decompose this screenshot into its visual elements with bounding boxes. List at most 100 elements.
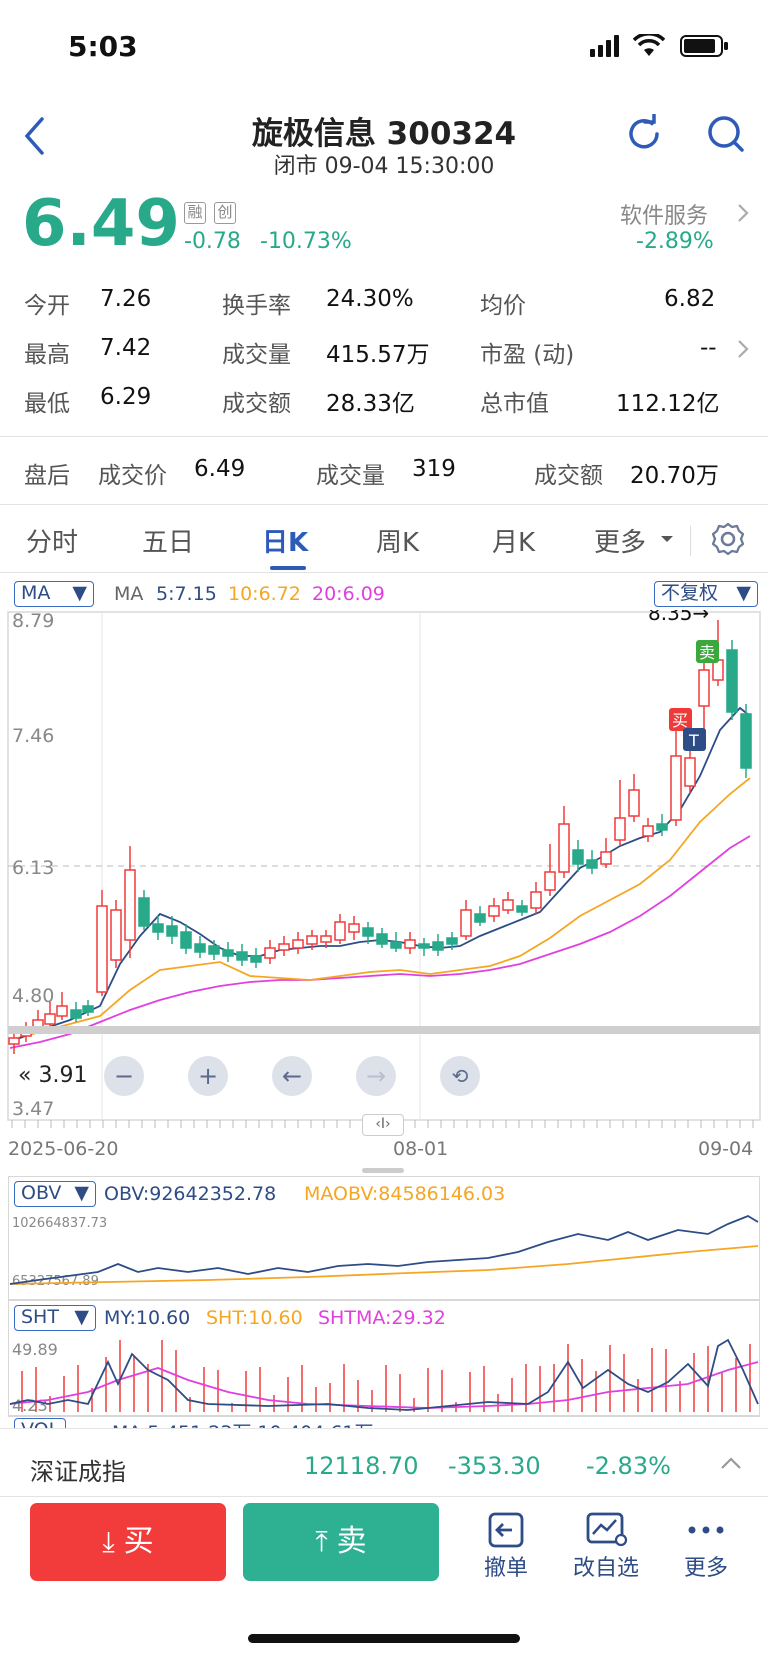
settings-icon[interactable] — [710, 521, 746, 557]
tab-daily-k[interactable]: 日K — [262, 528, 309, 558]
tab-intraday[interactable]: 分时 — [26, 528, 79, 558]
candle-body — [740, 713, 752, 769]
divider — [690, 526, 691, 556]
candle-body — [194, 943, 206, 953]
ma20-line — [9, 835, 751, 1049]
caret-down-icon: ▼ — [74, 1306, 89, 1328]
obv-chart — [9, 1214, 759, 1285]
pan-left-button[interactable]: ← — [272, 1056, 312, 1096]
stat-label-amount: 成交额 — [222, 391, 291, 417]
stat-label-volume: 成交量 — [222, 342, 291, 368]
ma20-value: 20:6.09 — [312, 583, 385, 605]
tab-more[interactable]: 更多 — [594, 528, 647, 558]
candle-body — [530, 891, 542, 909]
candle-body — [250, 955, 262, 963]
candle-body — [152, 923, 164, 933]
stat-value-open: 7.26 — [100, 286, 152, 312]
back-icon[interactable] — [22, 116, 46, 156]
candle-body — [432, 941, 444, 951]
stat-value-volume: 415.57万 — [326, 342, 430, 368]
adjust-select-value: 不复权 — [661, 582, 719, 604]
stat-value-market-cap: 112.12亿 — [616, 391, 720, 417]
vol-select[interactable]: VOL — [14, 1418, 67, 1428]
zoom-out-button[interactable]: − — [104, 1056, 144, 1096]
candle-body — [96, 905, 108, 993]
max-price-label: 8.35→ — [648, 610, 709, 625]
candle-body — [586, 859, 598, 869]
sht-select[interactable]: SHT ▼ — [14, 1305, 96, 1331]
ma10-line — [9, 777, 751, 1041]
sector-name[interactable]: 软件服务 — [620, 204, 709, 229]
sell-button[interactable]: ⤒ 卖 — [243, 1503, 439, 1581]
stat-value-turnover: 24.30% — [326, 286, 414, 312]
caret-down-icon[interactable] — [660, 534, 674, 544]
sht-select-value: SHT — [21, 1306, 59, 1328]
t-marker-text: T — [688, 731, 699, 750]
more-button[interactable]: 更多 — [666, 1510, 746, 1582]
candle-body — [516, 905, 528, 913]
signal-icon — [590, 35, 619, 57]
drag-handle[interactable]: ‹I› — [362, 1114, 404, 1136]
sht-top-tick: 49.89 — [12, 1340, 58, 1359]
cancel-order-label: 撤单 — [483, 1556, 528, 1581]
divider — [0, 504, 768, 505]
chevron-right-icon[interactable] — [736, 338, 750, 360]
obv-line — [9, 1214, 759, 1285]
kline-chart[interactable]: 8.79 7.46 6.13 4.80 3.47 8.35→ 买 T 卖 « 3… — [0, 610, 768, 1180]
tab-weekly-k[interactable]: 周K — [376, 528, 420, 558]
candle-body — [404, 939, 416, 949]
sell-marker — [696, 640, 719, 663]
shtma-value: SHTMA:29.32 — [318, 1307, 446, 1329]
more-dots-icon — [688, 1526, 724, 1534]
candle-body — [8, 1037, 20, 1045]
candle-body — [474, 913, 486, 923]
pan-right-button[interactable]: → — [356, 1056, 396, 1096]
candle-body — [70, 1009, 82, 1019]
panel-resize-handle[interactable] — [362, 1168, 404, 1173]
candle-body — [446, 937, 458, 945]
more-label: 更多 — [683, 1556, 728, 1581]
tab-monthly-k[interactable]: 月K — [492, 528, 536, 558]
candle-body — [110, 909, 122, 961]
candle-body — [306, 935, 318, 945]
obv-panel — [8, 1176, 760, 1300]
buy-button[interactable]: ⤓ 买 — [30, 1503, 226, 1581]
vol-panel: VOL MA 5:451.23万 10:404.61万 — [8, 1416, 760, 1428]
after-hours-price-label: 成交价 — [98, 463, 167, 489]
stat-label-pe[interactable]: 市盈 (动) — [480, 342, 575, 368]
candle-body — [334, 921, 346, 941]
price-change: -0.78 — [184, 229, 241, 254]
zoom-in-button[interactable]: + — [188, 1056, 228, 1096]
search-icon[interactable] — [706, 114, 746, 154]
caret-down-icon: ▼ — [736, 582, 751, 604]
buy-marker-text: 买 — [672, 711, 688, 730]
x-tick-end: 09-04 — [698, 1138, 754, 1160]
chevron-up-icon[interactable] — [720, 1456, 742, 1470]
caret-down-icon: ▼ — [74, 1182, 89, 1204]
status-time: 5:03 — [68, 30, 138, 63]
edit-watchlist-button[interactable]: 改自选 — [566, 1510, 646, 1582]
indicator-select[interactable]: MA ▼ — [14, 581, 94, 607]
chevron-right-icon[interactable] — [736, 202, 750, 224]
candle-body — [572, 849, 584, 865]
sht-panel — [8, 1300, 760, 1416]
sell-button-label: 卖 — [336, 1524, 367, 1559]
price-change-pct: -10.73% — [260, 229, 352, 254]
candle-body — [236, 951, 248, 961]
refresh-icon[interactable] — [624, 114, 664, 154]
index-name[interactable]: 深证成指 — [30, 1458, 126, 1486]
scroll-track[interactable] — [8, 1026, 760, 1034]
cancel-order-button[interactable]: 撤单 — [466, 1510, 546, 1582]
y-tick: 6.13 — [12, 857, 54, 879]
candle-body — [460, 909, 472, 937]
obv-select[interactable]: OBV ▼ — [14, 1181, 96, 1207]
candle-body — [222, 949, 234, 957]
y-tick: 7.46 — [12, 725, 54, 747]
rotate-button[interactable]: ⟲ — [440, 1056, 480, 1096]
indicator-select-value: MA — [21, 582, 51, 604]
tab-five-day[interactable]: 五日 — [142, 528, 195, 558]
adjust-select[interactable]: 不复权 ▼ — [654, 581, 758, 607]
candle-body — [628, 789, 640, 817]
candle-body — [320, 935, 332, 943]
candle-body — [264, 947, 276, 959]
